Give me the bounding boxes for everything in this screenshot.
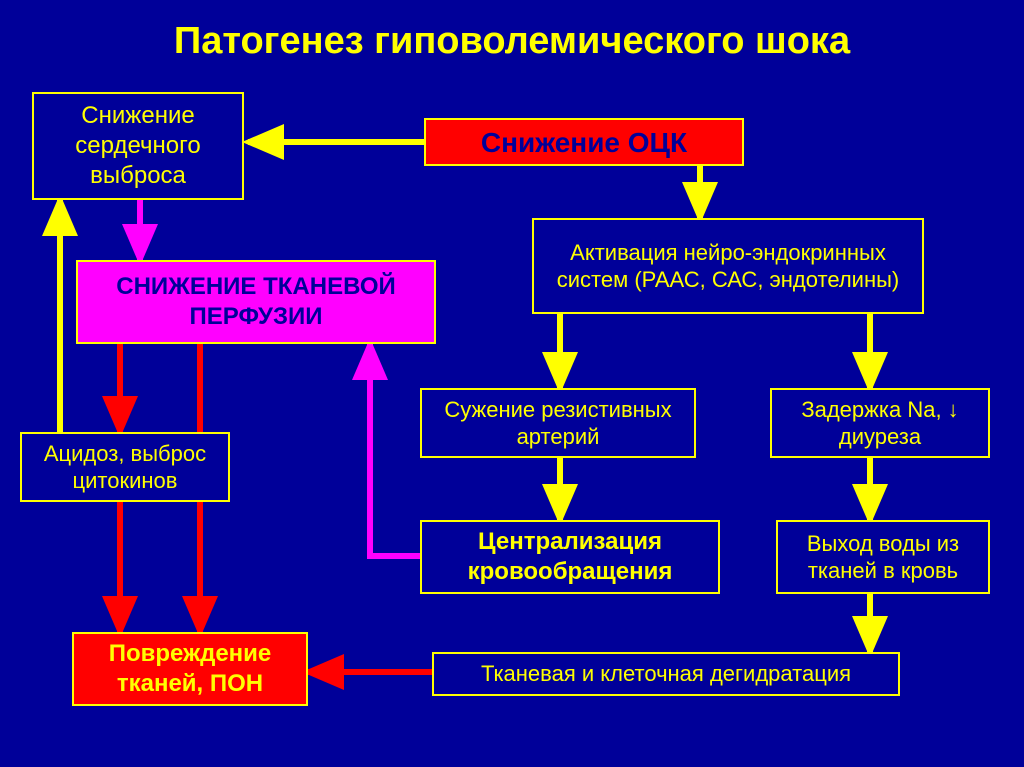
node-n5: Сужение резистивных артерий	[420, 388, 696, 458]
node-n4: Активация нейро-эндокринных систем (РААС…	[532, 218, 924, 314]
node-n3: СНИЖЕНИЕ ТКАНЕВОЙ ПЕРФУЗИИ	[76, 260, 436, 344]
node-n8: Централизация кровообращения	[420, 520, 720, 594]
node-n1: Снижение сердечного выброса	[32, 92, 244, 200]
node-n6: Задержка Na, ↓ диуреза	[770, 388, 990, 458]
node-n7: Ацидоз, выброс цитокинов	[20, 432, 230, 502]
node-n2: Снижение ОЦК	[424, 118, 744, 166]
node-n10: Повреждение тканей, ПОН	[72, 632, 308, 706]
diagram-title: Патогенез гиповолемического шока	[0, 20, 1024, 63]
node-n9: Выход воды из тканей в кровь	[776, 520, 990, 594]
node-n11: Тканевая и клеточная дегидратация	[432, 652, 900, 696]
